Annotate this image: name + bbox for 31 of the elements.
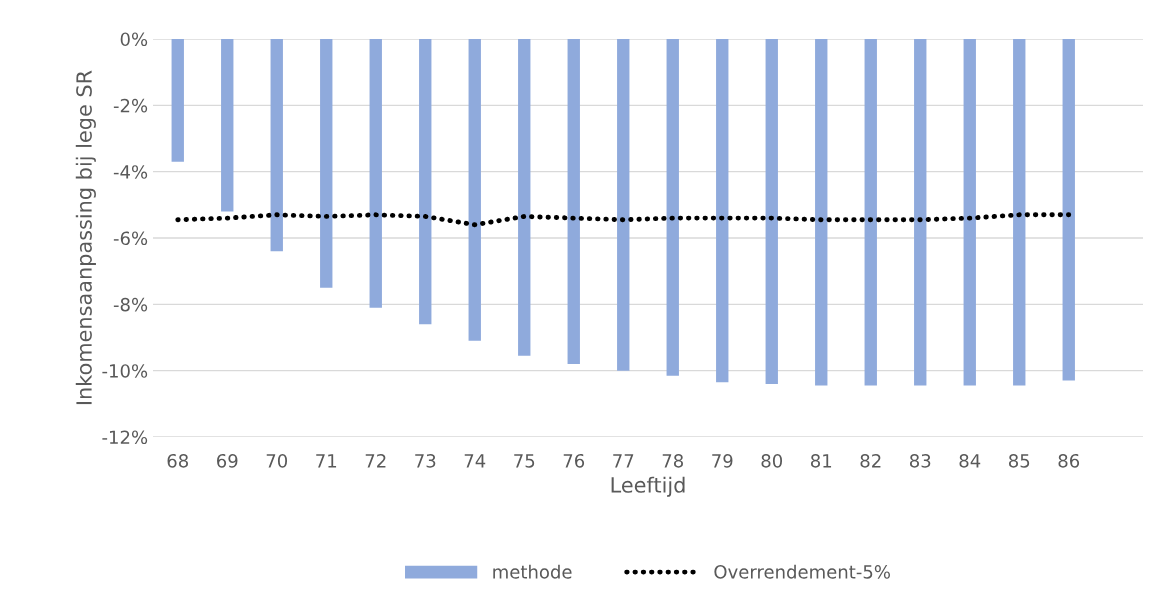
x-tick-label: 77 [613,454,634,468]
x-tick-label: 68 [167,453,188,468]
x-tick-label: 81 [810,453,832,468]
x-tick-label: 73 [415,453,436,468]
x-tick-label: 83 [909,453,931,468]
y-tick-label: -8% [113,297,148,312]
x-tick-label: 69 [217,453,238,468]
x-tick-label: 79 [712,453,733,468]
y-tick-label: -4% [113,165,148,179]
x-tick-label: 74 [464,454,486,468]
x-tick-label: 71 [316,454,337,468]
legend-label: Overrendement-5% [714,564,890,579]
x-tick-label: 84 [959,453,981,468]
y-axis-title: Inkomensaanpassing bij lege SR [75,70,96,405]
x-axis-title: Leeftijd [611,476,685,497]
legend-label: methode [493,564,572,579]
y-tick-label: -6% [113,231,148,246]
x-tick-label: 70 [266,453,288,468]
x-tick-label: 86 [1058,453,1080,468]
x-tick-label: 82 [860,453,881,468]
y-tick-label: -10% [102,364,148,378]
x-tick-label: 85 [1008,453,1030,468]
y-tick-label: -12% [102,430,148,445]
x-tick-label: 76 [563,453,585,468]
x-tick-label: 78 [662,453,683,468]
y-tick-label: -2% [113,98,148,113]
y-tick-label: 0% [120,32,148,47]
x-tick-label: 72 [365,453,386,468]
line-series [175,212,1072,228]
x-tick-label: 75 [514,454,535,468]
x-tick-label: 80 [761,453,783,468]
